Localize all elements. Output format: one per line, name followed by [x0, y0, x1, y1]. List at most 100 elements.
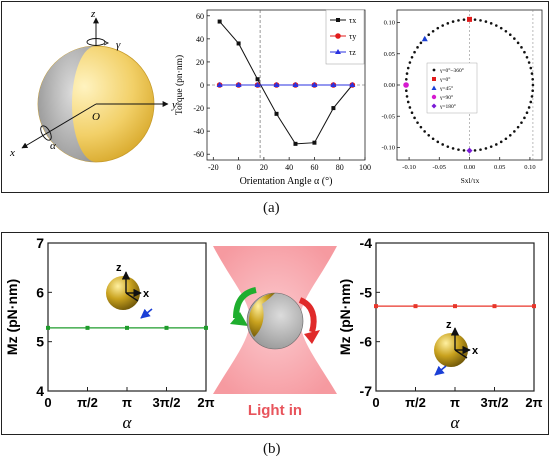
torque-legend-label: τx	[349, 16, 356, 25]
circle-x-tick-label: -0.05	[433, 164, 447, 171]
circle-ring-point	[525, 55, 529, 59]
circle-ring-point	[431, 137, 435, 141]
circle-x-tick-label: 0.05	[494, 164, 505, 171]
circle-ring-point	[531, 83, 535, 87]
circle-ring-point	[427, 33, 431, 37]
red-rotation-arrow-icon	[298, 297, 317, 333]
mz-right-x-tick-label: 0	[372, 395, 379, 410]
mz-right-x-tick-label: π	[450, 395, 460, 410]
circle-ring-point	[462, 149, 466, 152]
sphere-sketch: z y x O α γ	[9, 8, 177, 163]
mz-right-y-label: Mz (pN·nm)	[337, 279, 353, 355]
torque-y-label: Torque (pn·nm)	[174, 55, 185, 115]
torque-point	[312, 140, 317, 145]
circle-point-gamma-45	[421, 35, 428, 42]
torque-chart: Torque (pn·nm) Orientation Angle α (°) -…	[174, 9, 371, 187]
torque-x-tick-label: 100	[359, 163, 371, 172]
circle-ring-point	[473, 18, 477, 21]
circle-y-tick-label: 0.10	[384, 20, 395, 27]
torque-x-tick-label: -20	[208, 163, 219, 172]
circle-ring-point	[513, 37, 516, 40]
circle-x-label: Sxl/τx	[461, 176, 480, 185]
torque-point	[331, 106, 336, 111]
circle-ring-point	[531, 77, 534, 81]
torque-legend	[325, 9, 365, 65]
mz-right-point	[374, 304, 378, 309]
circle-legend-marker	[431, 85, 437, 90]
mz-left-x-tick-label: 0	[44, 395, 51, 410]
circle-ring-point	[523, 50, 526, 54]
circle-point-gamma-0	[467, 16, 472, 22]
label-gamma: γ	[116, 39, 121, 51]
circle-ring-point	[520, 121, 523, 124]
circle-ring-point	[451, 147, 455, 150]
torque-legend-label: τy	[349, 32, 356, 41]
torque-x-tick-label: 80	[336, 163, 344, 172]
circle-ring-point	[436, 140, 440, 144]
circle-ring-point	[413, 116, 416, 120]
inset-label-x: x	[472, 345, 479, 357]
torque-legend-marker	[335, 49, 341, 54]
circle-legend-label: γ=90°	[439, 94, 453, 101]
label-origin: O	[92, 111, 100, 123]
circle-ring-point	[441, 24, 444, 27]
mz-left-inset: z x	[106, 262, 153, 319]
label-x: x	[9, 147, 15, 159]
label-z: z	[90, 8, 96, 20]
circle-ring-point	[495, 24, 498, 27]
circle-ring-point	[436, 26, 440, 30]
circle-ring-point	[504, 137, 508, 141]
circle-ring-point	[504, 29, 508, 33]
optical-trap-illustration: Light in	[213, 246, 337, 419]
circle-ring-point	[405, 95, 409, 98]
mz-left-frame	[47, 242, 207, 392]
light-in-label: Light in	[248, 402, 302, 419]
circle-ring-point	[419, 41, 423, 45]
mz-left-y-tick-label: 5	[36, 334, 44, 350]
circle-point-gamma-180	[466, 147, 473, 154]
inset-label-z: z	[116, 262, 122, 274]
torque-y-tick-label: -40	[193, 127, 204, 136]
mz-right-x-tick-label: π/2	[405, 395, 426, 410]
circle-ring-point	[406, 66, 410, 70]
torque-point	[235, 82, 242, 87]
mz-left-y-label: Mz (pN·nm)	[4, 279, 20, 355]
mz-left-y-tick-label: 6	[36, 284, 44, 300]
circle-legend-marker	[432, 68, 436, 72]
circle-point-gamma-90	[403, 82, 409, 88]
circle-legend-label: γ=45°	[439, 85, 453, 92]
circle-ring-point	[408, 61, 412, 64]
circle-ring-point	[479, 19, 482, 22]
circle-ring-point	[525, 111, 529, 115]
circle-ring-point	[530, 95, 534, 98]
torque-x-label: Orientation Angle α (°)	[240, 176, 333, 187]
gray-cap	[38, 46, 96, 162]
circle-ring-point	[441, 143, 444, 146]
inset-label-z: z	[446, 319, 452, 331]
torque-point	[216, 82, 223, 87]
circle-ring-point	[527, 106, 531, 109]
torque-x-tick-label: 60	[310, 163, 318, 172]
torque-point	[274, 111, 279, 116]
circle-ring-point	[489, 145, 493, 148]
mz-left-x-tick-label: π/2	[77, 395, 98, 410]
mz-right-y-tick-label: -7	[360, 383, 373, 399]
circle-ring-point	[499, 140, 503, 144]
mz-right-x-tick-label: 2π	[525, 395, 542, 410]
circle-legend-label: γ=180°	[439, 103, 456, 110]
torque-y-tick-label: 60	[196, 12, 204, 21]
torque-point	[292, 82, 299, 87]
inset-gold-sphere	[434, 333, 468, 367]
torque-y-tick-label: 40	[196, 35, 204, 44]
circle-ring-point	[446, 22, 450, 25]
circle-ring-point	[527, 61, 531, 64]
circle-legend-marker	[431, 94, 437, 100]
circle-ring-point	[520, 46, 523, 49]
inset-y-axis	[125, 292, 139, 302]
torque-legend-marker	[335, 33, 341, 39]
circle-y-tick-label: 0.00	[384, 82, 395, 89]
mz-left-point	[204, 325, 208, 330]
mz-left-point	[164, 325, 169, 330]
circle-legend-label: γ=0°	[439, 76, 450, 83]
